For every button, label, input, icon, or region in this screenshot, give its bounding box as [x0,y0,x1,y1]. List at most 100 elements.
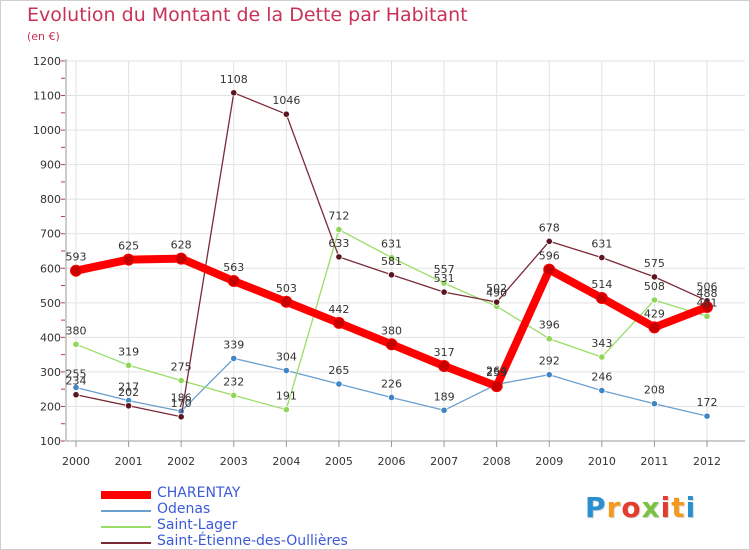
data-label: 628 [171,239,192,252]
data-point-0 [280,295,293,308]
data-label: 1046 [272,94,300,107]
data-point-0 [122,253,135,266]
legend-label: Saint-Lager [157,517,238,533]
data-label: 226 [381,377,402,390]
data-label: 506 [697,281,718,294]
data-label: 563 [223,261,244,274]
x-tick-label: 2010 [588,455,616,468]
data-point-2 [72,340,80,348]
y-tick-label: 900 [40,159,61,172]
legend: CHARENTAY Odenas Saint-Lager Saint-Étienne-… [101,485,401,549]
data-label: 246 [591,371,612,384]
data-labels: 593 625 628 563 503 442 380 317 259 596 514 429 488 2… [66,73,718,410]
y-tick-label: 500 [40,297,61,310]
data-point-0 [701,300,713,313]
data-label: 712 [328,210,349,223]
data-point-1 [230,354,238,363]
data-point-0 [648,321,661,334]
data-label: 502 [486,282,507,295]
legend-label: CHARENTAY [157,485,241,501]
y-tick-label: 1200 [33,55,61,68]
y-tick-label: 400 [40,331,61,344]
y-tick-label: 1100 [33,90,61,103]
legend-item: Odenas [101,501,401,519]
data-point-3 [545,237,553,245]
legend-swatch [101,542,151,544]
data-point-2 [598,353,606,361]
legend-item: CHARENTAY [101,485,401,503]
proxiti-logo: Proxiti [585,491,696,524]
data-point-3 [440,288,448,296]
x-tick-label: 2005 [325,455,353,468]
y-tick-label: 700 [40,228,61,241]
x-tick-label: 2001 [115,455,143,468]
data-label: 631 [381,238,402,251]
y-tick-label: 800 [40,193,61,206]
x-tick-label: 2009 [535,455,563,468]
x-tick-label: 2003 [220,455,248,468]
data-point-2 [387,253,396,262]
data-label: 625 [118,240,139,253]
legend-label: Odenas [157,501,211,517]
data-point-0 [543,263,556,276]
data-point-2 [230,391,238,399]
x-tick-label: 2004 [272,455,300,468]
y-tick-label: 200 [40,400,61,413]
data-point-0 [490,380,503,393]
data-label: 631 [591,238,612,251]
data-point-0 [438,360,451,373]
data-point-2 [440,279,448,287]
data-label: 380 [381,324,402,337]
y-tick-label: 1000 [33,124,61,137]
x-tick-label: 2011 [640,455,668,468]
data-point-2 [545,335,553,343]
data-label: 202 [118,386,139,399]
data-label: 503 [276,282,297,295]
data-label: 596 [539,250,560,263]
data-point-3 [493,298,501,306]
data-point-1 [598,386,606,395]
data-label: 186 [171,391,192,404]
data-point-3 [177,413,185,421]
y-tick-label: 100 [40,435,61,448]
data-label: 234 [66,375,87,388]
data-point-3 [230,89,238,97]
legend-swatch [101,526,151,528]
logo-letter: P [585,491,607,524]
logo-letter: i [685,491,697,524]
legend-swatch [101,491,151,499]
data-label: 593 [66,251,87,264]
data-point-2 [177,376,185,385]
data-label: 1108 [220,73,248,86]
data-point-2 [650,296,659,304]
data-label: 396 [539,319,560,332]
chart-subtitle: (en €) [27,30,60,43]
data-point-0 [595,291,608,304]
data-label: 275 [171,361,192,374]
data-label: 514 [591,278,612,291]
data-label: 172 [697,396,718,409]
data-label: 488 [697,287,718,300]
x-tick-label: 2012 [693,455,721,468]
data-point-1 [650,400,659,408]
data-label: 170 [171,397,192,410]
data-point-1 [703,412,711,420]
data-point-0 [385,338,398,351]
series-lines [70,89,713,421]
y-tick-label: 300 [40,366,61,379]
data-label: 461 [697,296,718,309]
legend-item: Saint-Étienne-des-Oullières [101,533,401,549]
data-label: 232 [223,375,244,388]
data-label: 319 [118,345,139,358]
data-label: 191 [276,390,297,403]
data-label: 380 [66,324,87,337]
logo-letter: t [671,491,686,524]
data-label: 581 [381,255,402,268]
data-point-0 [70,264,82,277]
data-label: 255 [66,367,87,380]
data-label: 304 [276,351,297,364]
x-tick-label: 2007 [430,455,458,468]
data-label: 490 [486,286,507,299]
data-point-0 [332,316,345,329]
data-label: 217 [118,381,139,394]
